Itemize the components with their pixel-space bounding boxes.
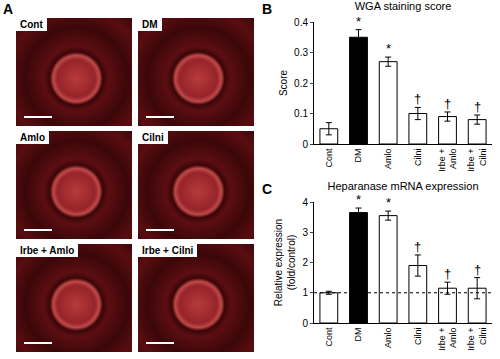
svg-text:WGA staining score: WGA staining score [355, 0, 452, 12]
svg-text:†: † [474, 99, 481, 114]
svg-text:4: 4 [302, 197, 308, 208]
html-text:B: B [262, 1, 273, 17]
html-text:C: C [262, 181, 273, 197]
svg-text:*: * [356, 192, 361, 207]
svg-text:Cilni: Cilni [413, 328, 423, 346]
svg-text:DM: DM [353, 149, 363, 163]
html-text:A: A [3, 1, 14, 17]
svg-text:Cont: Cont [324, 327, 334, 347]
svg-text:DM: DM [353, 328, 363, 342]
svg-text:3: 3 [302, 227, 308, 238]
svg-text:0.4: 0.4 [294, 17, 308, 28]
svg-text:Cilni: Cilni [413, 149, 423, 167]
svg-text:Irbe +Cilni: Irbe +Cilni [466, 328, 488, 351]
svg-text:1: 1 [302, 287, 308, 298]
svg-text:*: * [386, 195, 391, 210]
html-text:Irbe + Amlo: Irbe + Amlo [20, 245, 75, 256]
svg-text:Heparanase mRNA expression: Heparanase mRNA expression [327, 180, 478, 192]
svg-text:Irbe +Amlo: Irbe +Amlo [437, 328, 459, 351]
svg-text:Score: Score [278, 70, 289, 97]
svg-text:Irbe +Amlo: Irbe +Amlo [437, 149, 459, 172]
html-text:Amlo: Amlo [20, 132, 45, 143]
svg-text:0.3: 0.3 [294, 47, 308, 58]
svg-text:0: 0 [302, 318, 308, 329]
html-text:DM: DM [142, 19, 158, 30]
html-text:Irbe + Cilni: Irbe + Cilni [142, 245, 194, 256]
svg-text:†: † [444, 96, 451, 111]
svg-text:Irbe +Cilni: Irbe +Cilni [466, 149, 488, 172]
svg-text:0.2: 0.2 [294, 78, 308, 89]
svg-text:Amlo: Amlo [383, 149, 393, 170]
svg-text:Relative expression(fold/contr: Relative expression(fold/control) [273, 219, 297, 306]
svg-text:†: † [414, 91, 421, 106]
svg-text:0.1: 0.1 [294, 108, 308, 119]
svg-text:†: † [414, 239, 421, 254]
svg-text:Amlo: Amlo [383, 328, 393, 349]
svg-text:†: † [474, 262, 481, 277]
svg-text:Cont: Cont [324, 148, 334, 168]
svg-text:*: * [356, 14, 361, 29]
svg-text:†: † [444, 266, 451, 281]
svg-text:2: 2 [302, 257, 308, 268]
html-text:Cont: Cont [20, 19, 43, 30]
svg-text:*: * [386, 41, 391, 56]
html-text:Cilni: Cilni [142, 132, 164, 143]
svg-text:0: 0 [302, 139, 308, 150]
